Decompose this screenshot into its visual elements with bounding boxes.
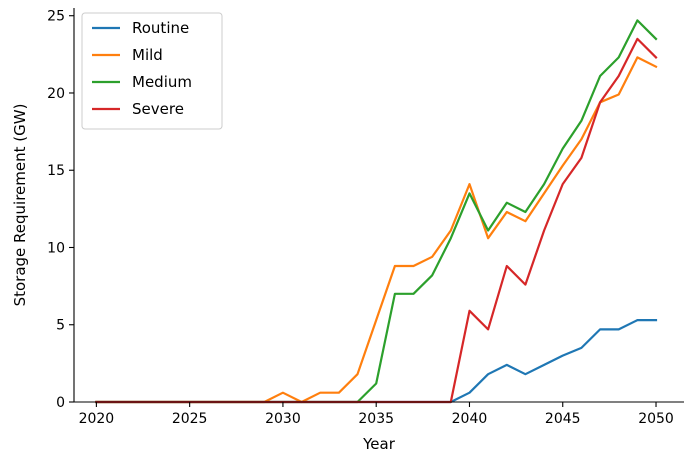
legend-label-medium: Medium (132, 73, 192, 91)
x-tick-label: 2040 (452, 411, 488, 427)
y-tick-label: 5 (56, 318, 65, 334)
legend-box (81, 12, 223, 130)
legend: Routine Mild Medium Severe (81, 12, 223, 130)
y-tick-label: 20 (47, 86, 65, 102)
x-axis-label: Year (362, 435, 396, 453)
x-tick-label: 2045 (545, 411, 581, 427)
legend-label-mild: Mild (132, 46, 163, 64)
legend-label-severe: Severe (132, 100, 184, 118)
y-tick-label: 15 (47, 163, 65, 179)
x-tick-label: 2035 (358, 411, 394, 427)
x-ticks: 2020 2025 2030 2035 2040 2045 2050 (79, 402, 674, 427)
x-tick-label: 2025 (172, 411, 208, 427)
legend-label-routine: Routine (132, 19, 189, 37)
y-ticks: 0 5 10 15 20 25 (47, 9, 74, 411)
x-tick-label: 2050 (638, 411, 674, 427)
y-tick-label: 0 (56, 395, 65, 411)
y-axis-label: Storage Requirement (GW) (11, 104, 29, 307)
y-tick-label: 25 (47, 9, 65, 25)
x-tick-label: 2020 (79, 411, 115, 427)
series-line-routine (95, 319, 658, 404)
axes (73, 8, 684, 403)
x-tick-label: 2030 (265, 411, 301, 427)
y-tick-label: 10 (47, 240, 65, 256)
